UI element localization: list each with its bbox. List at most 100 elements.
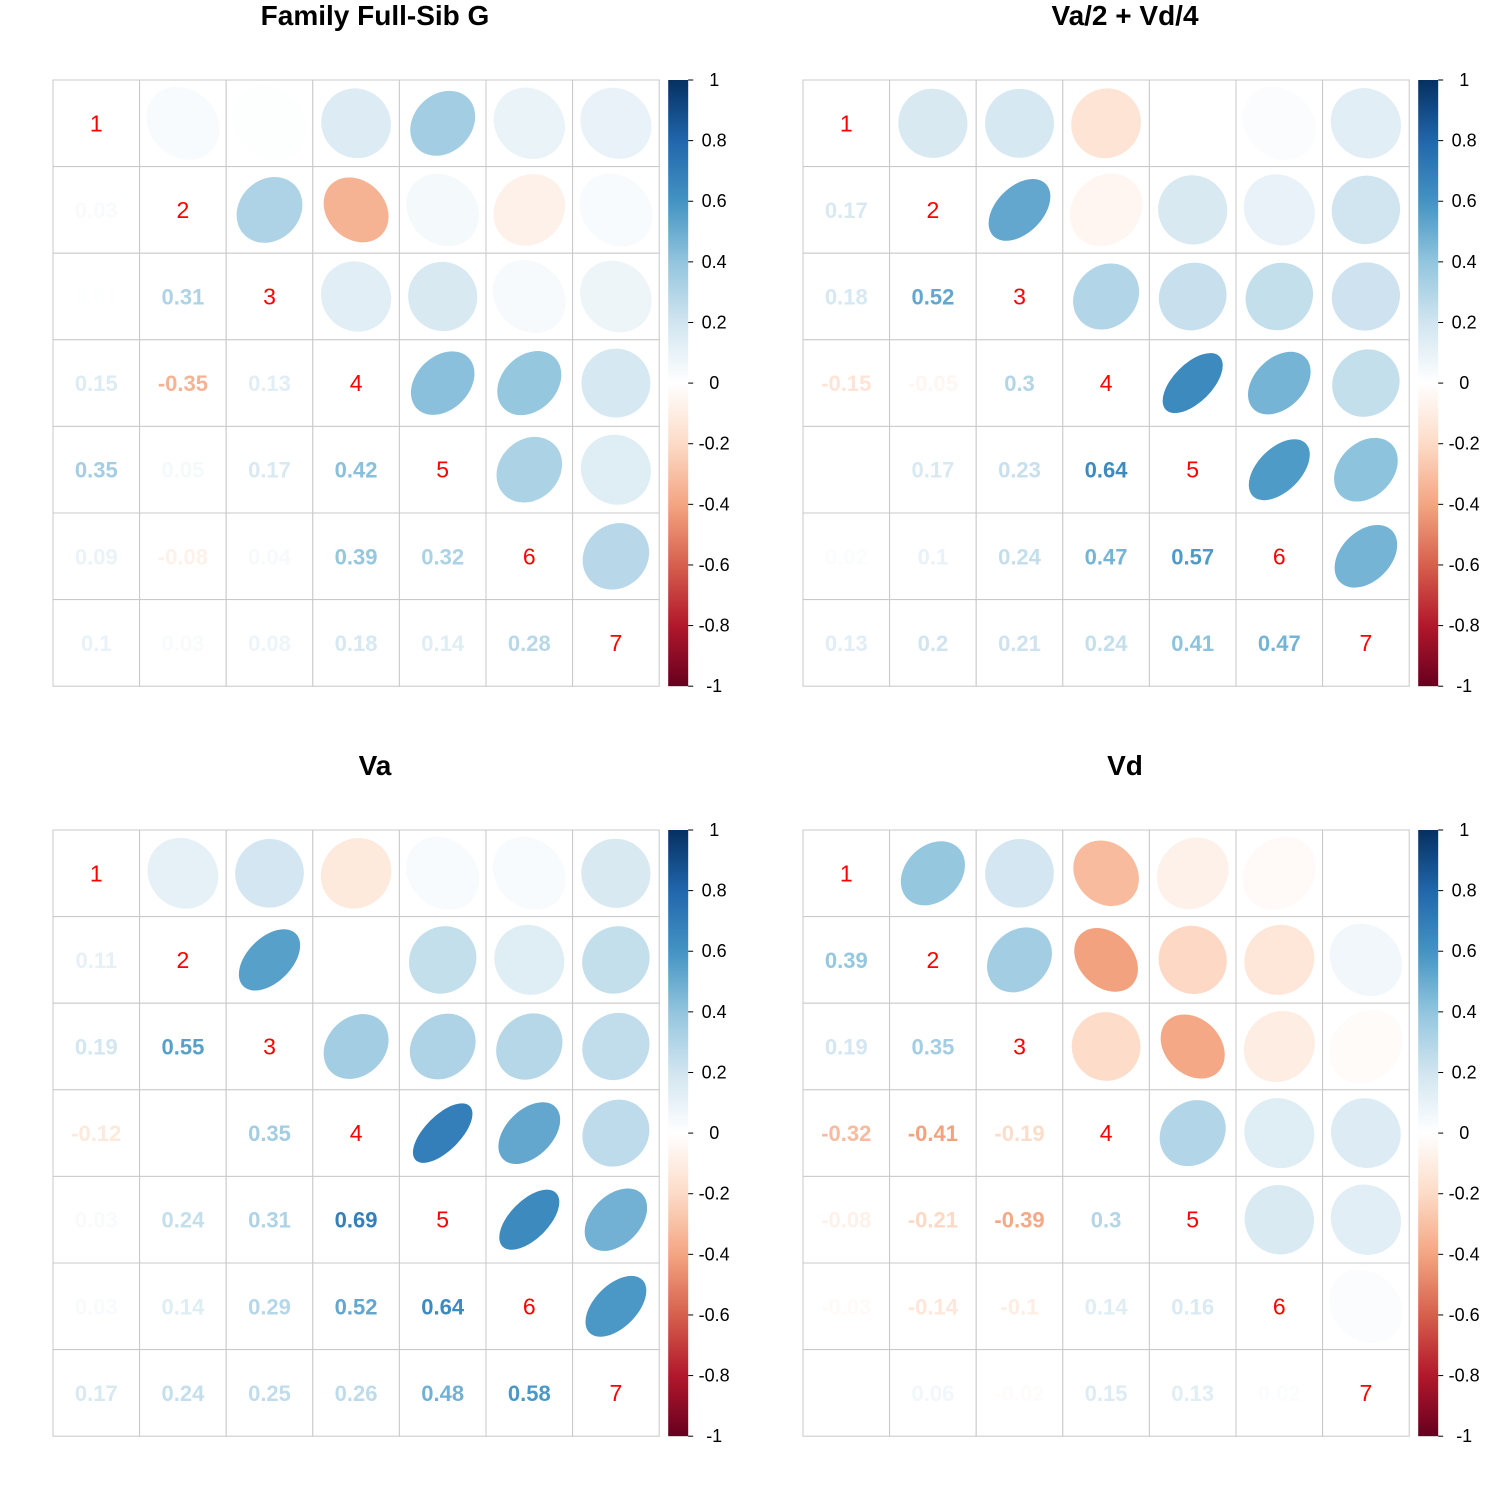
variable-label: 3 xyxy=(1013,284,1026,310)
coefficient-label: 0.1 xyxy=(918,544,949,569)
coefficient-label: -0.35 xyxy=(158,371,208,396)
matrix-cell xyxy=(312,1089,400,1177)
matrix-cell xyxy=(975,1089,1064,1177)
correlation-ellipse xyxy=(898,88,968,158)
panel-va2-vd4: Va/2 + Vd/4 10.17 20.18 0.52 3-0.15 -0.05 0.3… xyxy=(802,0,1480,696)
matrix-cell xyxy=(312,1349,400,1437)
matrix-cell xyxy=(225,1175,314,1264)
matrix-cell xyxy=(802,166,891,254)
matrix-cell xyxy=(139,512,227,601)
matrix-cell xyxy=(1148,1175,1237,1264)
coefficient-label: 0.3 xyxy=(1091,1208,1122,1233)
colorbar-tick-label: 0.8 xyxy=(1452,131,1477,151)
correlation-ellipse xyxy=(1328,836,1403,911)
colorbar-tick-label: -0.6 xyxy=(699,555,730,575)
correlation-ellipse xyxy=(1248,351,1311,415)
coefficient-label: 0.58 xyxy=(508,1381,551,1406)
variable-label: 6 xyxy=(1273,543,1286,569)
matrix-cell xyxy=(802,252,891,341)
variable-label: 2 xyxy=(177,197,190,223)
colorbar-tick-label: 0.4 xyxy=(1452,1002,1477,1022)
colorbar-tick-label: 0.8 xyxy=(702,881,727,901)
matrix-cell xyxy=(139,425,227,514)
coefficient-label: -0.21 xyxy=(908,1208,958,1233)
matrix-cell xyxy=(52,829,141,918)
coefficient-label: 0.2 xyxy=(918,631,949,656)
matrix-cell xyxy=(1062,599,1150,687)
correlation-ellipse xyxy=(1074,928,1138,992)
matrix-cell xyxy=(889,1175,977,1264)
colorbar-tick-label: -0.2 xyxy=(1449,1184,1480,1204)
correlation-ellipse xyxy=(985,838,1054,908)
variable-label: 4 xyxy=(1100,370,1113,396)
matrix-cell xyxy=(225,425,314,514)
matrix-cell xyxy=(975,1002,1064,1091)
coefficient-label: -0.19 xyxy=(994,1121,1044,1146)
coefficient-label: 0.14 xyxy=(421,631,465,656)
matrix-cell xyxy=(225,512,314,601)
coefficient-label: -0.15 xyxy=(821,371,871,396)
matrix-cell xyxy=(1235,599,1324,687)
matrix-cell xyxy=(889,1349,977,1437)
coefficient-label: 0.08 xyxy=(248,631,291,656)
matrix-cell xyxy=(802,1349,891,1437)
matrix-cell xyxy=(52,1349,141,1437)
correlation-ellipse xyxy=(1242,836,1316,910)
colorbar-tick-label: -0.6 xyxy=(699,1305,730,1325)
colorbar-tick-label: 0.2 xyxy=(702,312,727,332)
correlation-ellipse xyxy=(412,1103,473,1163)
correlation-ellipse xyxy=(1248,439,1310,501)
panel-va: Va 1 0.11 2 0.19 0.55 3 -0.12 0.35 4 0.03 0.24 0.31… xyxy=(52,750,730,1446)
coefficient-label: 0.04 xyxy=(248,544,292,569)
coefficient-label: 0.31 xyxy=(248,1208,291,1233)
matrix-cell xyxy=(975,1349,1064,1437)
correlation-ellipse xyxy=(232,86,307,161)
matrix-cell xyxy=(802,339,891,427)
matrix-cell xyxy=(802,1175,891,1264)
correlation-ellipse xyxy=(497,351,562,416)
colorbar-tick-label: -0.8 xyxy=(699,616,730,636)
matrix-cell xyxy=(139,1089,227,1177)
coefficient-label: -0.1 xyxy=(1001,1294,1039,1319)
matrix-cell xyxy=(398,425,487,514)
colorbar-tick-label: 0 xyxy=(709,373,719,393)
correlation-ellipse xyxy=(1244,924,1315,995)
coefficient-label: 0.14 xyxy=(161,1294,205,1319)
correlation-ellipse xyxy=(146,86,220,160)
matrix-cell xyxy=(52,166,141,254)
matrix-cell xyxy=(802,1089,891,1177)
correlation-ellipse xyxy=(238,929,301,991)
matrix-cell xyxy=(398,512,487,601)
variable-label: 3 xyxy=(1013,1034,1026,1060)
variable-label: 4 xyxy=(350,1120,363,1146)
panel-title: Va xyxy=(359,750,392,781)
correlation-ellipse xyxy=(494,924,565,995)
coefficient-label: 0.35 xyxy=(75,458,118,483)
correlation-ellipse xyxy=(1159,1100,1226,1167)
matrix-cell xyxy=(1322,599,1410,687)
colorbar xyxy=(1418,80,1439,687)
matrix-cell xyxy=(889,512,977,601)
colorbar-tick-label: 0.6 xyxy=(1452,191,1477,211)
coefficient-label: 0.11 xyxy=(75,948,117,973)
matrix-cell xyxy=(975,599,1064,687)
correlation-ellipse xyxy=(1244,1098,1315,1169)
colorbar-tick-label: -1 xyxy=(706,1426,722,1446)
correlation-ellipse xyxy=(323,1014,389,1079)
correlation-ellipse xyxy=(236,176,303,243)
matrix-cell xyxy=(1235,1262,1324,1351)
colorbar-tick-label: -0.4 xyxy=(699,494,730,514)
variable-label: 2 xyxy=(927,947,940,973)
matrix-cell xyxy=(1235,512,1324,601)
coefficient-label: 0.31 xyxy=(161,285,204,310)
variable-label: 5 xyxy=(1186,457,1199,483)
correlation-ellipse xyxy=(1331,175,1401,245)
colorbar-tick-label: 1 xyxy=(1459,820,1469,840)
colorbar-tick-label: 0.8 xyxy=(702,131,727,151)
coefficient-label: -0.12 xyxy=(71,1121,121,1146)
correlation-ellipse xyxy=(1244,1184,1315,1255)
coefficient-label: 0.47 xyxy=(1085,544,1128,569)
coefficient-label: 0.09 xyxy=(75,544,118,569)
coefficient-label: 0.16 xyxy=(1171,1294,1214,1319)
colorbar-tick-label: -1 xyxy=(1456,1426,1472,1446)
